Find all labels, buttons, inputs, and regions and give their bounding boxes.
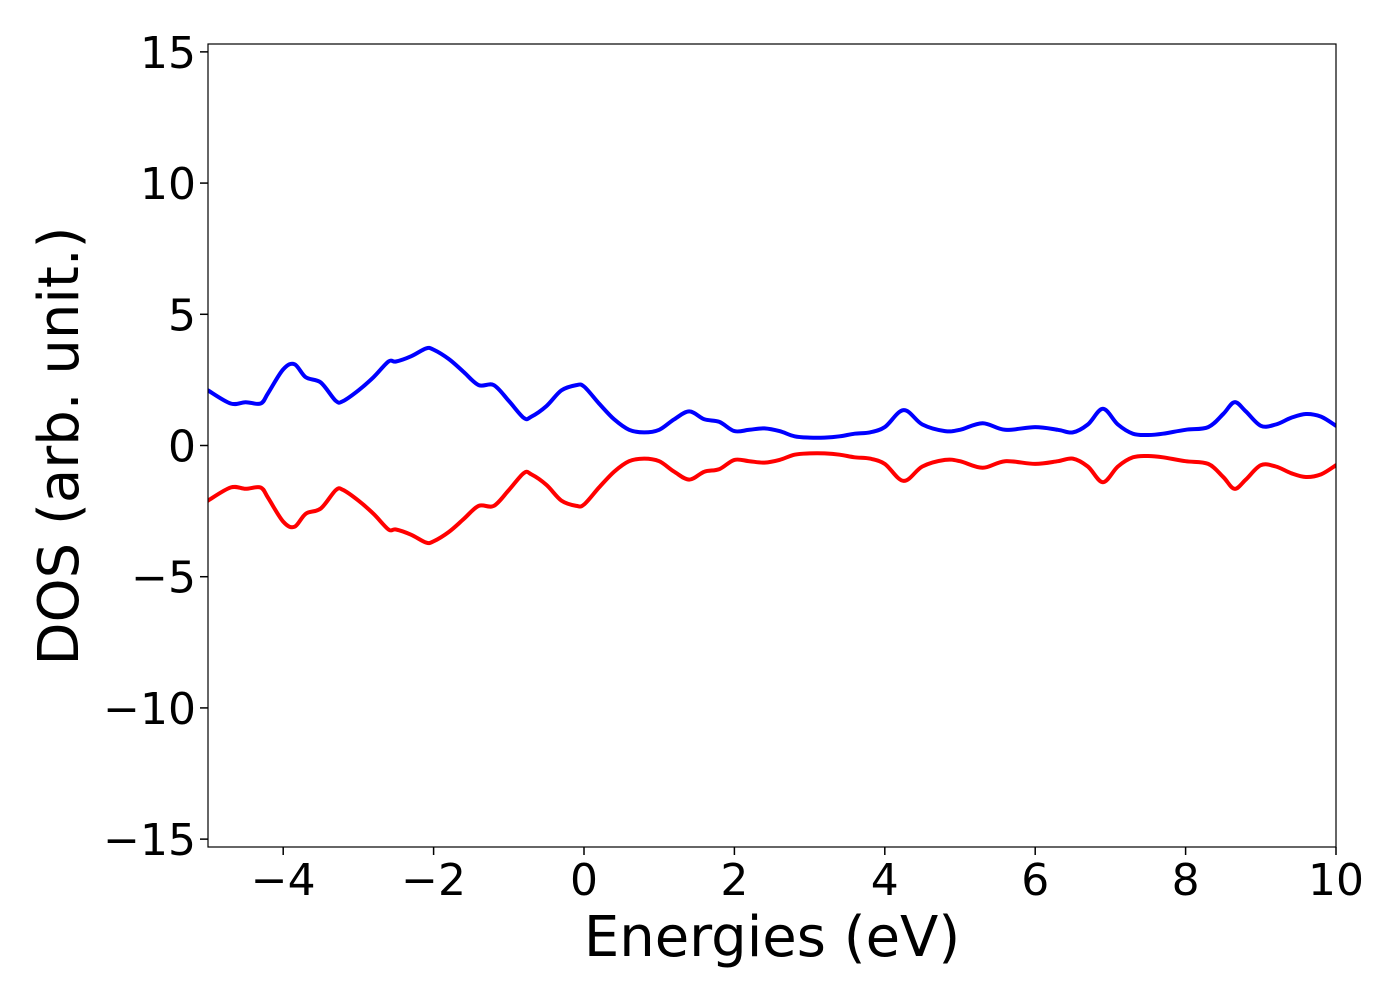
x-tick-label: 4 xyxy=(871,855,899,906)
series-layer xyxy=(208,345,1336,546)
x-tick-label: 10 xyxy=(1308,855,1364,906)
x-tick-label: 8 xyxy=(1172,855,1200,906)
series-line-1 xyxy=(208,451,1336,546)
plot-frame xyxy=(207,43,1337,848)
x-tick-label: −2 xyxy=(401,855,466,906)
y-axis-ticks: 15 10 5 0 −5 −10 −15 xyxy=(103,28,208,866)
y-tick-label: 5 xyxy=(168,290,196,341)
y-tick-label: 0 xyxy=(168,422,196,473)
y-tick-label: 15 xyxy=(140,28,196,79)
x-tick-label: 6 xyxy=(1021,855,1049,906)
series-line-0 xyxy=(208,345,1336,440)
x-tick-label: 2 xyxy=(720,855,748,906)
x-tick-label: 0 xyxy=(570,855,598,906)
y-tick-label: −10 xyxy=(103,684,196,735)
x-axis-ticks: −4 −2 0 2 4 6 8 10 xyxy=(251,847,1364,906)
y-tick-label: −15 xyxy=(103,815,196,866)
y-tick-label: 10 xyxy=(140,159,196,210)
y-axis-label: DOS (arb. unit.) xyxy=(27,226,92,665)
y-tick-label: −5 xyxy=(131,553,196,604)
x-tick-label: −4 xyxy=(251,855,316,906)
x-axis-label: Energies (eV) xyxy=(584,905,960,970)
